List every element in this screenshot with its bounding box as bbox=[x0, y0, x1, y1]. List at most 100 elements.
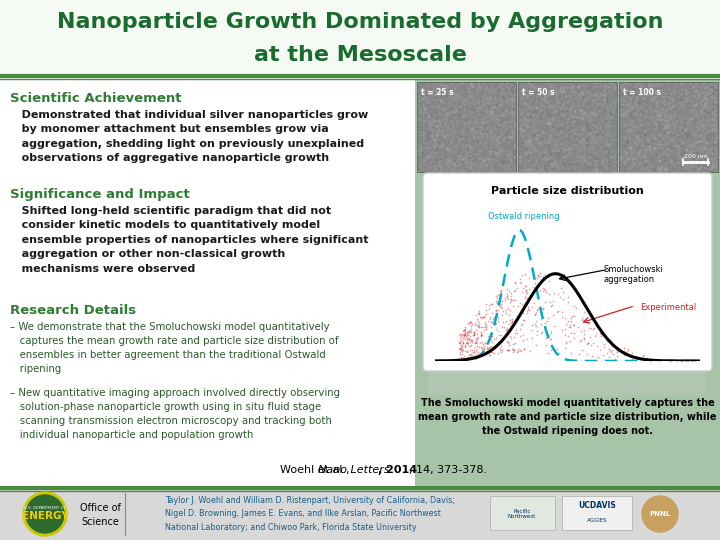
Point bbox=[488, 313, 500, 322]
Point bbox=[466, 349, 477, 358]
Point bbox=[680, 356, 691, 365]
Point bbox=[503, 287, 515, 296]
Point bbox=[464, 338, 475, 347]
Point bbox=[469, 338, 481, 347]
Point bbox=[474, 339, 486, 347]
Point bbox=[578, 329, 590, 338]
Point bbox=[457, 354, 469, 362]
Point bbox=[476, 330, 487, 339]
Point bbox=[474, 310, 485, 319]
Point bbox=[612, 348, 624, 356]
Point bbox=[572, 322, 584, 331]
Point bbox=[454, 348, 466, 356]
Point bbox=[531, 331, 543, 340]
Point bbox=[500, 309, 512, 318]
Point bbox=[516, 271, 528, 279]
Point bbox=[567, 312, 578, 320]
Point bbox=[565, 317, 577, 326]
Point bbox=[534, 286, 546, 295]
Point bbox=[484, 313, 495, 322]
Point bbox=[647, 355, 658, 364]
Point bbox=[523, 305, 535, 314]
Point bbox=[481, 345, 492, 354]
Point bbox=[524, 347, 536, 356]
Point bbox=[517, 284, 528, 293]
Text: 200 nm: 200 nm bbox=[684, 154, 708, 159]
Point bbox=[611, 347, 623, 356]
Point bbox=[505, 334, 517, 342]
Point bbox=[468, 346, 480, 354]
Point bbox=[531, 327, 543, 335]
Point bbox=[496, 304, 508, 313]
Point bbox=[606, 348, 617, 356]
Point bbox=[581, 340, 593, 348]
Point bbox=[473, 349, 485, 358]
Point bbox=[494, 344, 505, 353]
Point bbox=[537, 273, 549, 281]
Point bbox=[495, 303, 507, 312]
Point bbox=[605, 335, 616, 344]
Point bbox=[461, 336, 472, 345]
Point bbox=[508, 301, 519, 310]
Point bbox=[539, 319, 551, 328]
Point bbox=[664, 355, 675, 364]
Point bbox=[459, 330, 471, 339]
Point bbox=[470, 311, 482, 320]
Point bbox=[526, 334, 538, 342]
Point bbox=[570, 303, 582, 312]
Point bbox=[459, 328, 471, 337]
Point bbox=[478, 342, 490, 350]
Point bbox=[456, 342, 467, 351]
Point bbox=[517, 330, 528, 339]
Point bbox=[623, 347, 634, 355]
Point bbox=[472, 321, 483, 329]
Point bbox=[480, 300, 492, 309]
Point bbox=[547, 310, 559, 319]
Point bbox=[456, 335, 467, 344]
Point bbox=[508, 333, 519, 341]
Point bbox=[471, 341, 482, 350]
Point bbox=[540, 288, 552, 296]
Point bbox=[478, 312, 490, 320]
Point bbox=[456, 332, 467, 340]
Point bbox=[480, 306, 492, 314]
Point bbox=[564, 322, 575, 331]
Text: t = 100 s: t = 100 s bbox=[623, 88, 661, 97]
Point bbox=[473, 319, 485, 328]
Point bbox=[530, 310, 541, 319]
Point bbox=[458, 326, 469, 334]
Point bbox=[458, 333, 469, 341]
Point bbox=[541, 334, 552, 342]
Point bbox=[564, 337, 576, 346]
Point bbox=[501, 289, 513, 298]
Point bbox=[457, 339, 469, 348]
Point bbox=[457, 334, 469, 342]
Text: Pacific
Northwest: Pacific Northwest bbox=[508, 509, 536, 519]
Text: , 2014: , 2014 bbox=[378, 465, 417, 475]
Point bbox=[577, 314, 588, 322]
Point bbox=[528, 272, 539, 280]
Point bbox=[465, 353, 477, 361]
Point bbox=[462, 328, 473, 336]
Point bbox=[470, 338, 482, 347]
Point bbox=[492, 316, 504, 325]
Point bbox=[522, 293, 534, 302]
Point bbox=[487, 315, 499, 324]
Point bbox=[670, 356, 681, 365]
Point bbox=[541, 333, 552, 341]
Point bbox=[531, 274, 543, 282]
Point bbox=[522, 305, 534, 314]
Point bbox=[486, 308, 498, 317]
Point bbox=[618, 351, 629, 360]
Text: t = 50 s: t = 50 s bbox=[522, 88, 554, 97]
Point bbox=[528, 299, 539, 307]
Point bbox=[472, 347, 484, 356]
Point bbox=[511, 312, 523, 320]
Point bbox=[456, 347, 467, 355]
Point bbox=[519, 294, 531, 302]
Point bbox=[505, 319, 517, 327]
Point bbox=[465, 318, 477, 326]
Point bbox=[456, 331, 468, 340]
Point bbox=[601, 336, 613, 345]
Point bbox=[539, 298, 551, 307]
